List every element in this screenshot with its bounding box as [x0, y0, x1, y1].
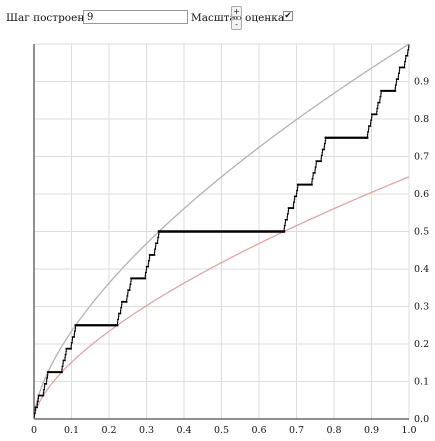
curves — [33, 43, 410, 420]
x-tick-label: 0 — [31, 425, 37, 436]
estimate-label: оценка — [245, 12, 285, 24]
x-tick-label: 0.6 — [251, 425, 266, 436]
y-tick-label: 0.0 — [414, 414, 429, 425]
y-tick-label: 0.1 — [414, 377, 429, 388]
y-tick-label: 0.3 — [414, 302, 429, 313]
scale-label: Масштаб — [191, 12, 243, 24]
x-tick-label: 0.8 — [326, 425, 341, 436]
x-tick-label: 0.2 — [101, 425, 116, 436]
zoom-out-button[interactable]: - — [231, 19, 242, 30]
x-tick-label: 0.3 — [139, 425, 154, 436]
y-tick-label: 0.7 — [414, 152, 429, 163]
x-tick-label: 0.4 — [176, 425, 191, 436]
y-tick-label: 0.6 — [414, 189, 429, 200]
zoom-in-button[interactable]: + — [231, 6, 242, 17]
step-label: Шаг построения — [6, 12, 98, 24]
y-tick-label: 0.2 — [414, 339, 429, 350]
y-tick-label: 0.5 — [414, 227, 429, 238]
toolbar: Шаг построения Масштаб + - оценка ✔ — [0, 0, 435, 36]
checkmark-icon: ✔ — [284, 11, 292, 21]
estimate-checkbox[interactable]: ✔ — [283, 11, 293, 21]
y-tick-label: 0.4 — [414, 264, 429, 275]
y-tick-label: 0.8 — [414, 114, 429, 125]
cantor-function-plot: 0 0.1 0.2 0.3 0.4 0.5 0.6 0.7 0.8 0.9 1.00.0 0.1 0.2… — [31, 43, 429, 437]
x-tick-label: 0.5 — [214, 425, 229, 436]
x-tick-label: 0.7 — [289, 425, 304, 436]
ticks: 0 0.1 0.2 0.3 0.4 0.5 0.6 0.7 0.8 0.9 1.00.0 0.1 0.2… — [31, 77, 429, 437]
upper-bound-curve — [33, 43, 410, 420]
lower-bound-curve — [33, 176, 410, 420]
x-tick-label: 1.0 — [401, 425, 416, 436]
x-tick-label: 0.1 — [64, 425, 79, 436]
step-input[interactable] — [83, 10, 188, 24]
x-tick-label: 0.9 — [364, 425, 379, 436]
y-tick-label: 0.9 — [414, 77, 429, 88]
